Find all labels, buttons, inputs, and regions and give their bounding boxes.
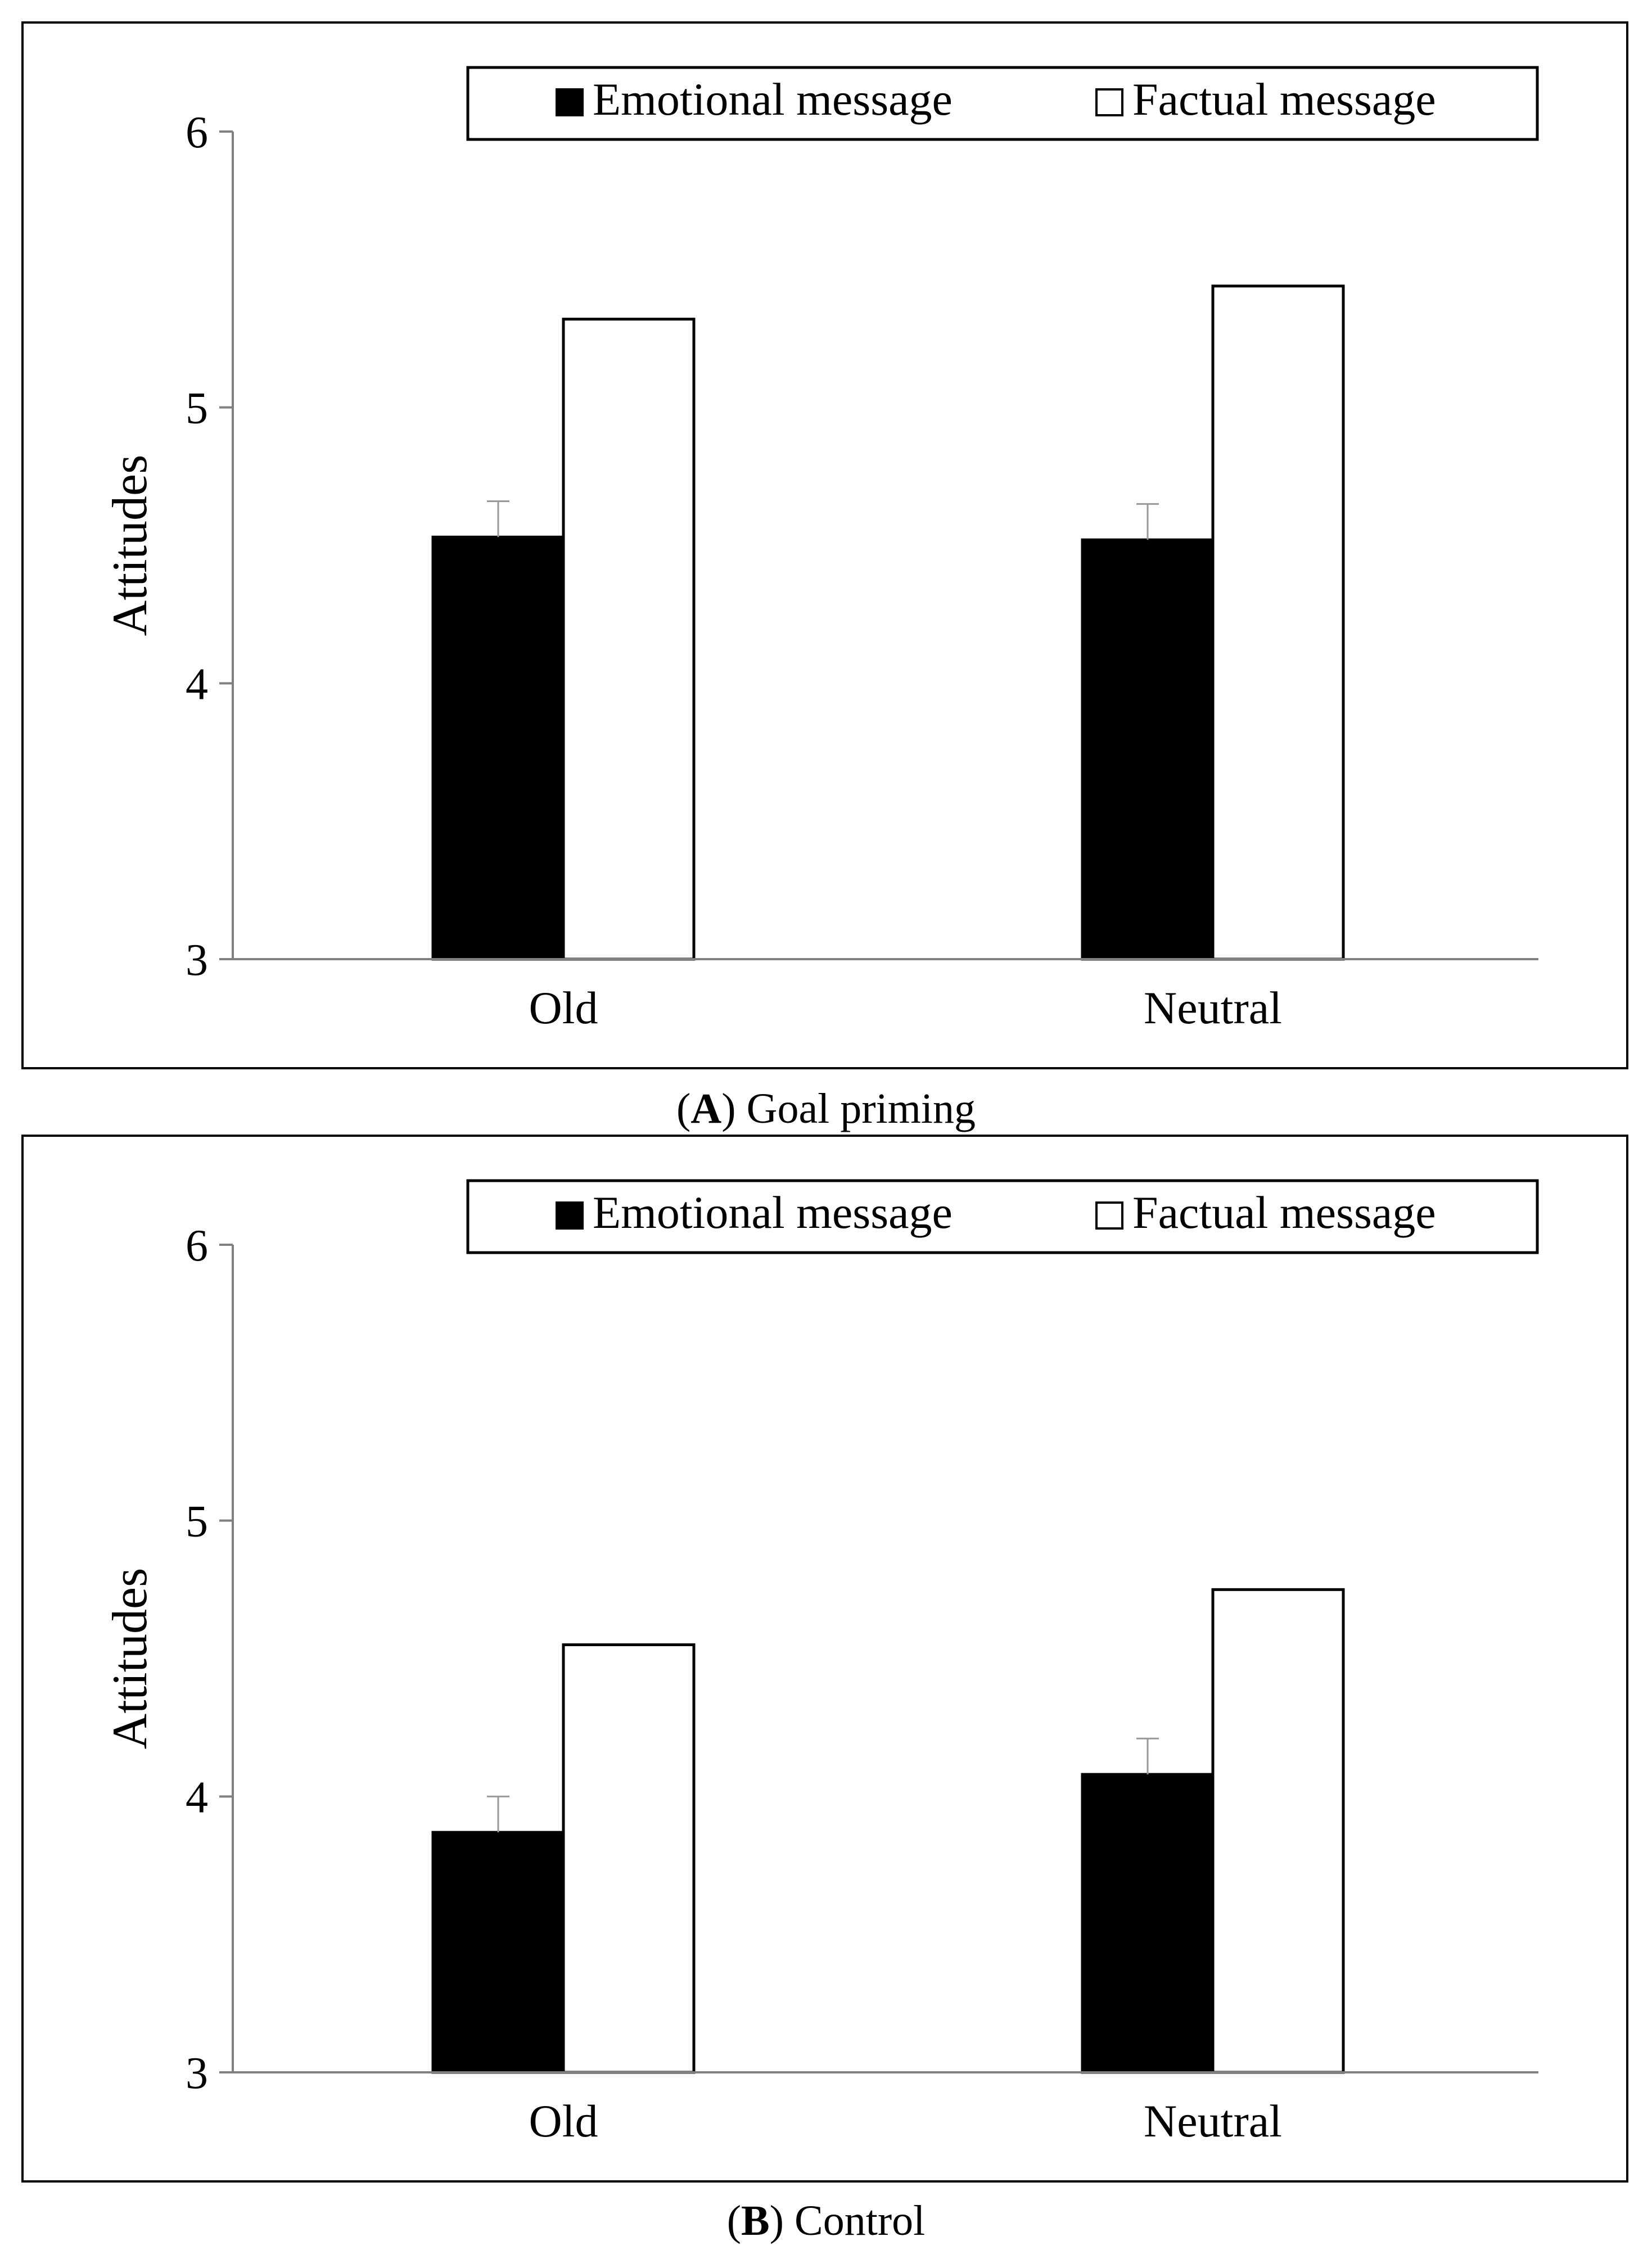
- bar-chart-goal-priming: Emotional message Factual message 3 4 5 6 Atti…: [103, 66, 1539, 1033]
- legend-label: Emotional message: [593, 74, 953, 125]
- legend-swatch: [1095, 1201, 1123, 1230]
- x-tick-label: Old: [529, 2095, 598, 2147]
- x-tick-label: Old: [529, 982, 598, 1033]
- y-axis-label: Attitudes: [103, 1568, 157, 1750]
- bar-emotional-neutral: [1081, 1773, 1215, 2074]
- figure-caption-a: (A) Goal priming: [676, 1085, 976, 1132]
- bar-emotional-neutral: [1081, 538, 1215, 961]
- y-axis-label: Attitudes: [103, 455, 157, 636]
- y-tick-label: 4: [186, 659, 208, 709]
- legend-swatch: [556, 1201, 584, 1230]
- bar-emotional-old: [431, 535, 565, 961]
- y-tick-label: 3: [186, 936, 208, 985]
- bar-emotional-old: [431, 1831, 565, 2074]
- y-tick-label: 5: [186, 1497, 208, 1547]
- caption-letter: A: [690, 1085, 722, 1132]
- legend-box: [466, 1179, 1539, 1254]
- figure-caption-b: (B) Control: [726, 2197, 926, 2244]
- bar-factual-neutral: [1211, 284, 1345, 961]
- legend-label: Factual message: [1132, 1187, 1436, 1238]
- y-tick-label: 4: [186, 1773, 208, 1822]
- x-tick-label: Neutral: [1144, 982, 1282, 1033]
- bar-factual-old: [562, 318, 696, 961]
- bar-factual-old: [562, 1643, 696, 2074]
- legend-swatch: [1095, 88, 1123, 116]
- legend-swatch: [556, 88, 584, 116]
- caption-title: Goal priming: [746, 1085, 976, 1132]
- y-tick-label: 6: [186, 1221, 208, 1271]
- legend-label: Factual message: [1132, 74, 1436, 125]
- legend-box: [466, 66, 1539, 141]
- caption-letter: B: [741, 2197, 770, 2244]
- y-tick-label: 3: [186, 2049, 208, 2098]
- chart-panel-control: Emotional message Factual message 3 4 5 6 Atti…: [21, 1135, 1628, 2183]
- legend-label: Emotional message: [593, 1187, 953, 1238]
- x-tick-label: Neutral: [1144, 2095, 1282, 2147]
- bar-factual-neutral: [1211, 1588, 1345, 2074]
- bar-chart-control: Emotional message Factual message 3 4 5 6 Atti…: [103, 1179, 1539, 2147]
- y-tick-label: 6: [186, 108, 208, 157]
- chart-panel-goal-priming: Emotional message Factual message 3 4 5 6 Atti…: [21, 21, 1628, 1069]
- caption-title: Control: [795, 2197, 926, 2244]
- y-tick-label: 5: [186, 384, 208, 433]
